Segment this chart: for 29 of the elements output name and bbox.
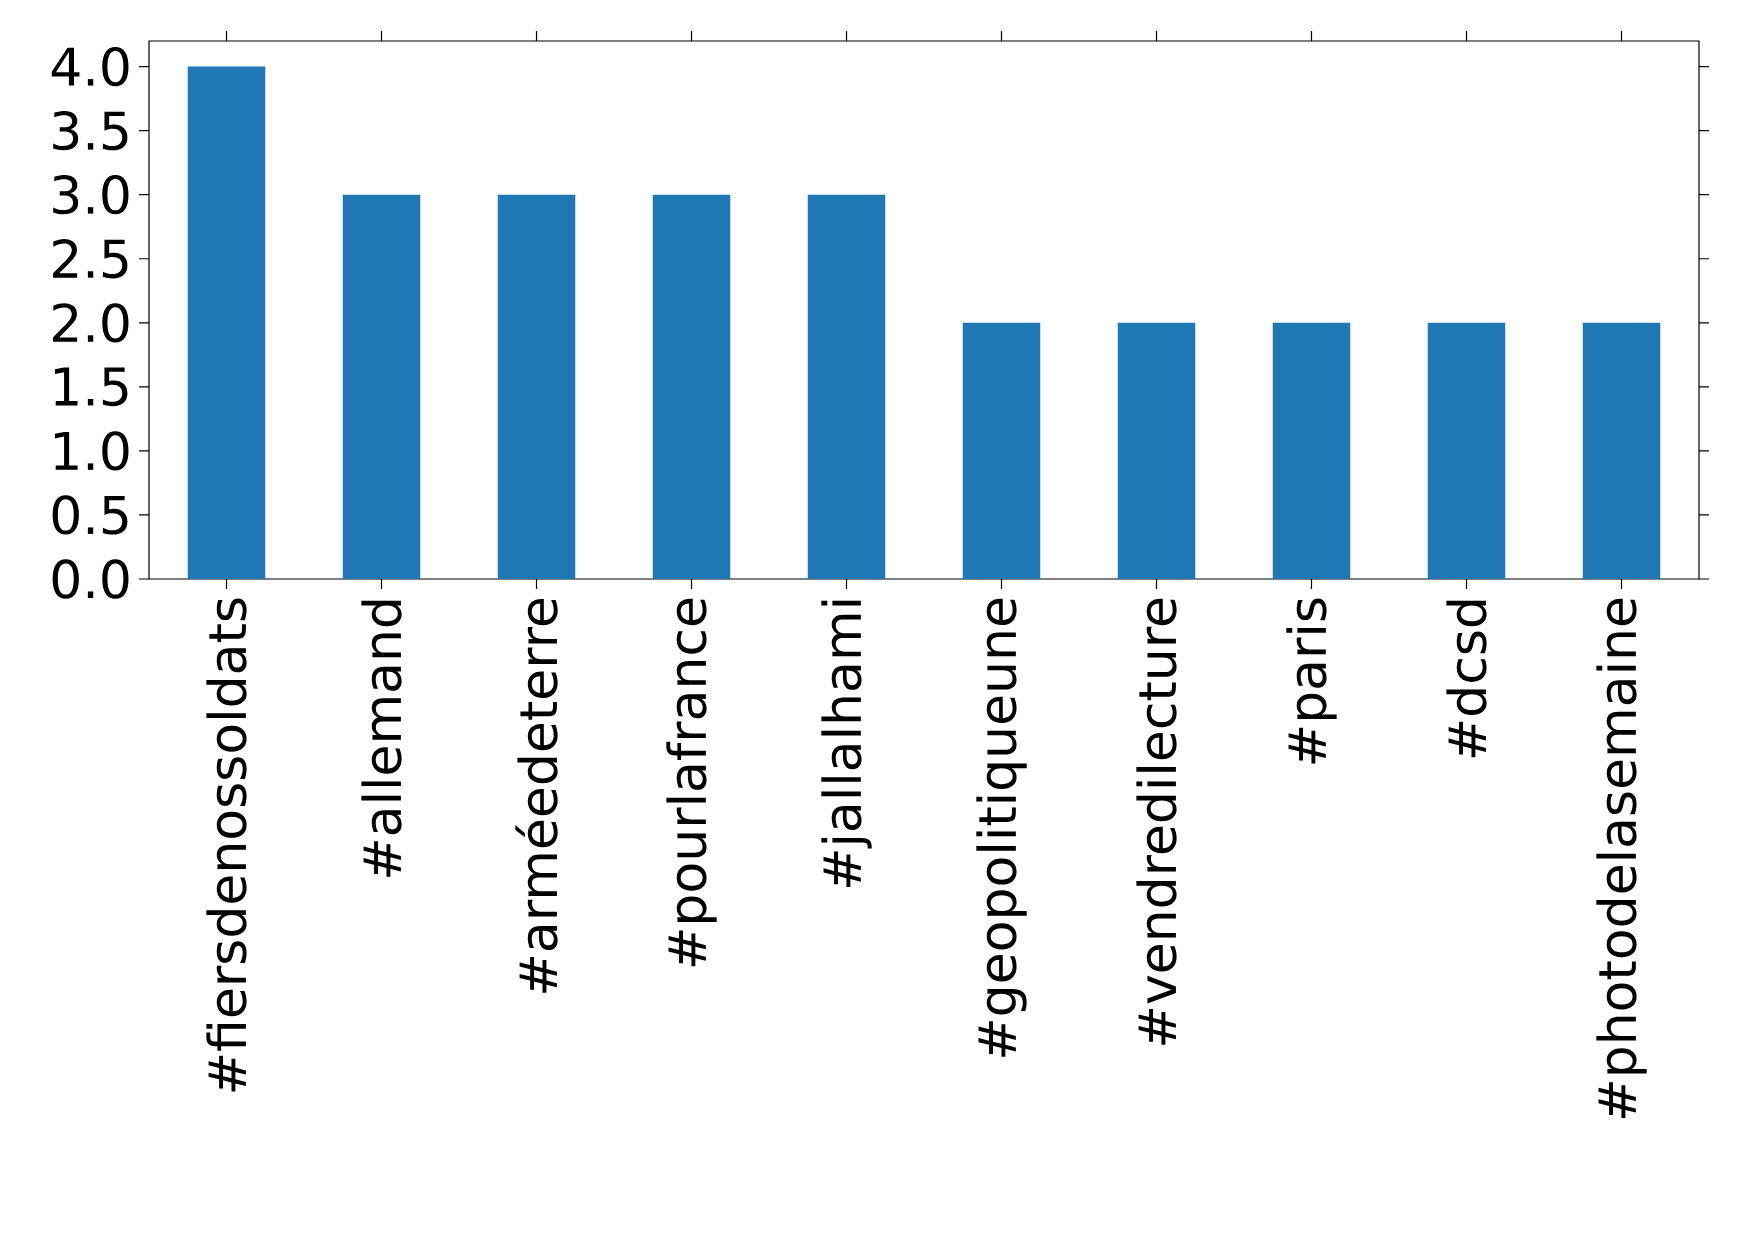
y-tick-label: 0.5	[52, 495, 128, 535]
x-tick-label: #allemand	[361, 600, 402, 877]
y-tick-label: 3.5	[53, 110, 128, 151]
x-tick-label: #arméedeterre	[515, 598, 558, 993]
x-tick-label: #geopolitiqueune	[976, 598, 1027, 1057]
bar	[652, 194, 731, 579]
bar	[1272, 322, 1351, 579]
bar	[187, 66, 266, 579]
x-tick-label: #pourlafrance	[666, 598, 717, 967]
bar	[1582, 322, 1661, 579]
bar	[807, 194, 886, 579]
y-tick-label: 4.0	[51, 46, 129, 87]
x-tick-label: #vendredilecture	[1136, 598, 1177, 1045]
y-tick-label: 3.0	[53, 175, 129, 215]
x-tick-label: #fiersdenossoldats	[206, 598, 247, 1092]
y-tick-label: 0.0	[52, 559, 129, 599]
y-tick-label: 1.5	[54, 367, 128, 407]
bar	[1427, 322, 1506, 579]
bar	[962, 322, 1041, 579]
x-tick-label: #paris	[1286, 598, 1337, 764]
bar	[497, 194, 576, 579]
y-tick-label: 2.5	[53, 239, 128, 279]
x-tick-label: #dcsd	[1446, 600, 1487, 758]
y-tick-label: 1.0	[54, 431, 129, 471]
x-tick-label: #jallalhami	[821, 600, 872, 888]
bar	[342, 194, 421, 579]
bar	[1117, 322, 1196, 579]
x-tick-label: #photodelasemaine	[1596, 598, 1647, 1118]
y-tick-label: 2.0	[53, 303, 129, 343]
